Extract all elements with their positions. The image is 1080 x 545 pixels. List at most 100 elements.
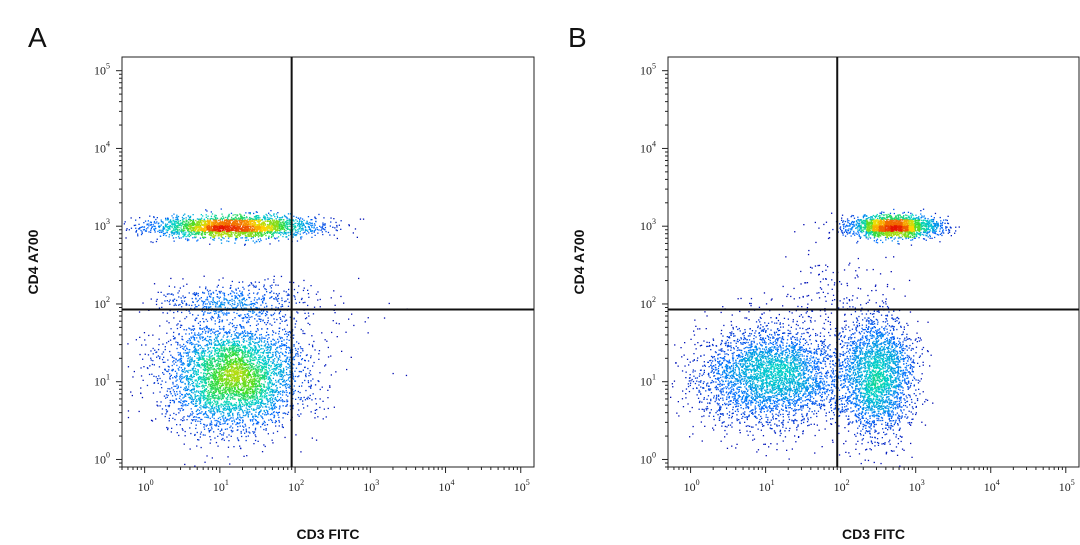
event-dot [217,401,219,403]
event-dot [243,228,245,231]
event-dot [180,357,182,360]
event-dot [250,420,252,422]
event-dot [211,229,213,231]
event-dot [239,445,241,447]
event-dot [207,398,209,401]
event-dot [241,215,243,217]
event-dot [223,231,225,233]
event-dot [162,230,164,233]
event-dot [263,345,265,347]
event-dot [270,221,272,224]
event-dot [213,394,215,397]
event-dot [177,221,179,223]
event-dot [189,226,191,228]
event-dot [235,358,238,360]
event-dot [240,219,242,222]
event-dot [204,395,206,397]
event-dot [277,212,279,214]
event-dot [286,221,288,223]
event-dot [193,416,196,418]
event-dot [216,409,218,411]
event-dot [222,227,224,229]
event-dot [279,356,281,358]
event-dot [247,373,249,376]
event-dot [273,226,275,228]
event-dot [307,230,309,232]
event-dot [242,425,244,427]
event-dot [168,285,170,287]
event-dot [248,229,250,231]
event-dot [195,306,197,308]
event-dot [236,391,238,393]
event-dot [224,390,227,392]
event-dot [253,292,255,294]
event-dot [181,306,183,308]
event-dot [182,221,184,223]
event-dot [244,409,246,412]
event-dot [285,216,287,218]
event-dot [222,224,224,227]
event-dot [233,299,235,302]
event-dot [208,229,210,231]
event-dot [343,302,345,304]
event-dot [190,222,192,224]
event-dot [176,222,178,224]
event-dot [246,231,248,234]
event-dot [176,218,178,220]
event-dot [287,232,289,234]
event-dot [280,348,282,350]
event-dot [297,312,299,314]
event-dot [230,388,232,390]
event-dot [287,221,289,224]
event-dot [263,286,265,288]
event-dot [298,342,300,345]
event-dot [239,364,241,366]
event-dot [159,235,162,237]
event-dot [190,401,192,403]
event-dot [284,225,286,227]
event-dot [213,227,215,229]
event-dot [188,225,190,227]
event-dot [270,217,272,219]
event-dot [210,231,212,233]
event-dot [160,231,162,233]
event-dot [167,227,170,230]
event-dot [233,218,235,221]
event-dot [256,221,259,223]
event-dot [211,363,213,365]
event-dot [163,356,165,358]
event-dot [240,332,242,334]
event-dot [208,231,210,233]
event-dot [276,229,278,231]
event-dot [265,347,267,349]
event-dot [274,224,276,226]
event-dot [228,224,230,227]
event-dot [230,234,232,236]
event-dot [207,390,210,392]
event-dot [239,303,241,305]
event-dot [252,367,254,369]
event-dot [167,229,169,231]
event-dot [255,224,258,226]
event-dot [184,225,186,228]
event-dot [203,219,205,221]
event-dot [238,228,240,230]
event-dot [206,320,209,322]
event-dot [195,427,197,430]
event-dot [286,338,288,341]
event-dot [301,222,303,224]
event-dot [148,225,150,227]
event-dot [228,434,230,436]
event-dot [301,218,304,220]
event-dot [243,227,245,229]
event-dot [248,304,250,306]
event-dot [287,298,289,300]
event-dot [263,337,265,339]
event-dot [245,411,247,413]
event-dot [214,310,216,313]
event-dot [228,302,230,304]
event-dot [270,380,273,382]
event-dot [234,238,237,240]
event-dot [201,365,203,367]
event-dot [203,327,205,329]
